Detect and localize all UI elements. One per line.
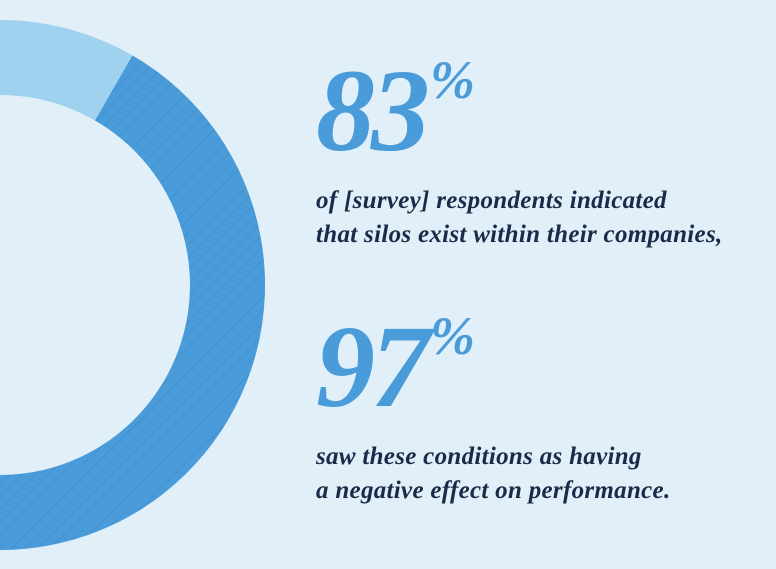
stat-block: 83% of [survey] respondents indicated th… bbox=[316, 52, 723, 252]
stat-unit: % bbox=[430, 50, 475, 110]
caption-line: that silos exist within their companies, bbox=[316, 221, 723, 248]
stat-number: 83% bbox=[316, 52, 723, 170]
donut-hatch bbox=[0, 55, 265, 550]
caption-line: a negative effect on performance. bbox=[316, 477, 671, 504]
caption-line: saw these conditions as having bbox=[316, 443, 642, 470]
stat-block: 97% saw these conditions as having a neg… bbox=[316, 308, 671, 508]
stat-value: 97 bbox=[316, 301, 430, 432]
stat-unit: % bbox=[430, 306, 475, 366]
stat-number: 97% bbox=[316, 308, 671, 426]
stat-value: 83 bbox=[316, 45, 430, 176]
caption-line: of [survey] respondents indicated bbox=[316, 187, 667, 214]
